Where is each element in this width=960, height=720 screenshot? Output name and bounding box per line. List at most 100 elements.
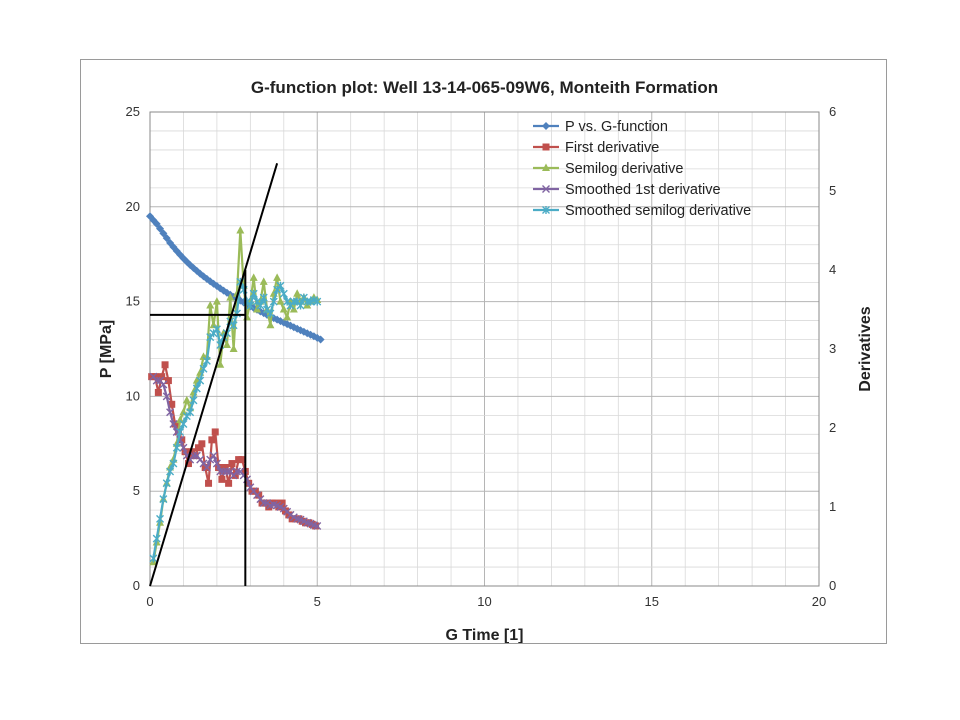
data-point: [196, 376, 205, 385]
data-point: [283, 320, 292, 329]
data-point: [251, 487, 259, 495]
data-point: [171, 420, 179, 428]
data-point: [211, 428, 219, 436]
legend-marker: [542, 206, 550, 214]
data-point: [216, 467, 225, 476]
data-point: [179, 443, 188, 452]
data-point: [222, 340, 231, 349]
data-point: [296, 301, 305, 310]
y-tick-label: 5: [133, 483, 140, 498]
x-axis-title: G Time [1]: [446, 627, 524, 643]
data-point: [209, 451, 218, 460]
data-point: [232, 309, 241, 318]
data-point: [208, 436, 216, 444]
data-point: [259, 499, 268, 508]
data-point: [162, 234, 171, 243]
legend-marker: [542, 185, 550, 193]
data-point: [285, 511, 293, 519]
x-tick-label: 15: [645, 594, 659, 609]
y2-tick-label: 0: [829, 578, 836, 593]
data-point: [209, 320, 218, 329]
data-point: [158, 373, 166, 381]
data-point: [202, 274, 211, 283]
data-point: [199, 364, 208, 373]
data-point: [206, 301, 215, 309]
data-point: [198, 440, 206, 448]
data-point: [169, 242, 178, 251]
data-point: [189, 396, 198, 405]
data-point: [219, 286, 228, 295]
data-point: [179, 420, 188, 429]
series-layer: [146, 212, 325, 566]
data-point: [205, 479, 213, 487]
data-point: [168, 400, 176, 408]
series-smoothed-1st-derivative: [149, 372, 322, 530]
data-point: [313, 521, 322, 530]
data-point: [162, 392, 171, 401]
data-point: [179, 407, 188, 416]
data-point: [219, 467, 228, 476]
data-point: [178, 436, 186, 444]
data-point: [195, 444, 203, 452]
data-point: [259, 293, 268, 302]
legend-entry: First derivative: [533, 140, 659, 156]
data-point: [266, 320, 275, 329]
data-point: [249, 273, 258, 281]
legend-marker: [542, 163, 550, 171]
x-tick-label: 20: [812, 594, 826, 609]
data-point: [156, 224, 165, 233]
y2-tick-label: 1: [829, 499, 836, 514]
data-point: [226, 293, 235, 301]
data-point: [256, 301, 265, 310]
data-point: [212, 325, 221, 334]
legend-label: P vs. G-function: [565, 119, 668, 135]
chart-frame: G-function plot: Well 13-14-065-09W6, Mo…: [80, 59, 887, 644]
data-point: [222, 467, 231, 476]
y-tick-label: 20: [126, 199, 140, 214]
data-point: [279, 289, 288, 298]
data-point: [159, 495, 168, 504]
data-point: [176, 427, 185, 436]
data-point: [313, 297, 322, 306]
data-point: [266, 309, 275, 318]
data-point: [229, 344, 238, 352]
y-tick-label: 25: [126, 104, 140, 119]
legend-marker: [542, 143, 550, 151]
data-point: [188, 448, 196, 456]
data-point: [152, 534, 161, 543]
data-point: [189, 451, 198, 460]
legend-entry: Smoothed 1st derivative: [533, 182, 721, 198]
data-point: [228, 460, 236, 468]
data-point: [154, 388, 162, 396]
y-tick-label: 10: [126, 388, 140, 403]
y2-tick-label: 5: [829, 183, 836, 198]
data-point: [278, 499, 286, 507]
data-point: [176, 250, 185, 259]
data-point: [212, 459, 221, 468]
legend-entry: Smoothed semilog derivative: [533, 203, 751, 219]
data-point: [246, 301, 255, 310]
data-point: [169, 420, 178, 429]
data-point: [152, 376, 161, 385]
data-point: [166, 467, 175, 476]
data-point: [236, 226, 245, 234]
data-point: [164, 377, 172, 385]
data-point: [149, 554, 158, 563]
y2-tick-label: 6: [829, 104, 836, 119]
data-point: [276, 317, 285, 326]
x-tick-label: 5: [314, 594, 321, 609]
data-point: [172, 246, 181, 255]
data-point: [212, 297, 221, 305]
data-point: [156, 514, 165, 523]
data-point: [169, 459, 178, 468]
data-point: [229, 321, 238, 330]
y2-tick-label: 3: [829, 341, 836, 356]
data-point: [172, 443, 181, 452]
data-point: [202, 356, 211, 365]
legend: P vs. G-function First derivative Semilog …: [533, 119, 751, 219]
data-point: [152, 219, 161, 228]
x-tick-label: 10: [477, 594, 491, 609]
data-point: [232, 467, 241, 476]
y2-axis-title: Derivatives: [857, 306, 874, 391]
